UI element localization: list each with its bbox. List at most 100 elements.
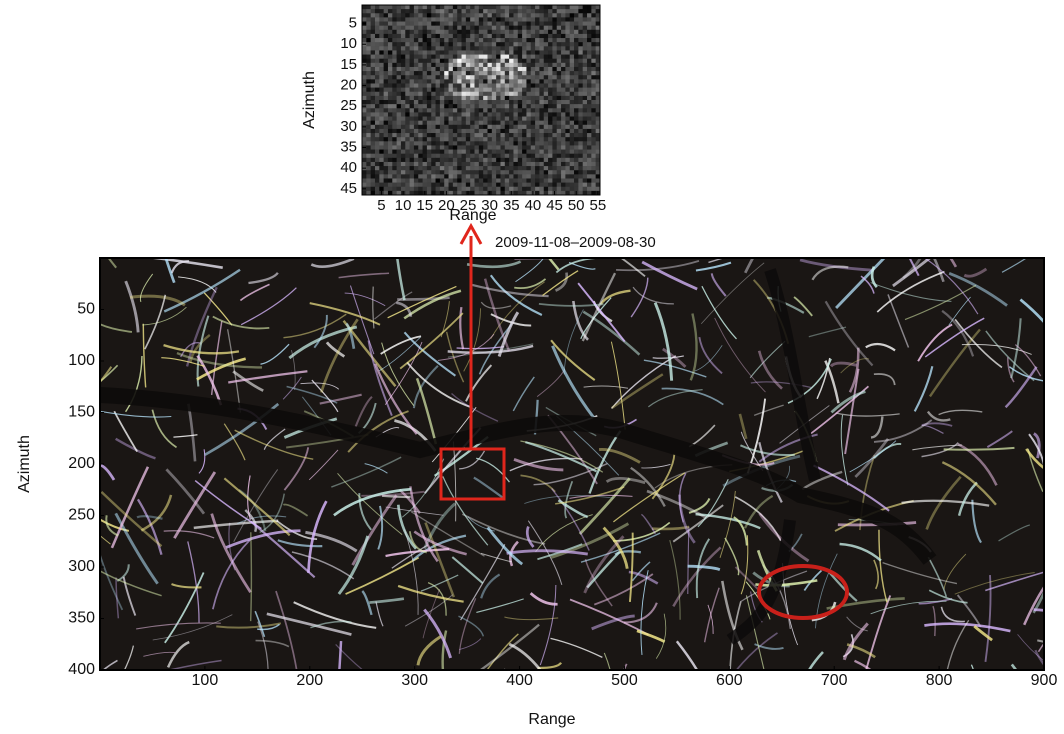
image-pixel <box>414 125 419 129</box>
image-pixel <box>574 187 579 191</box>
image-pixel <box>496 166 501 170</box>
image-pixel <box>500 187 505 191</box>
image-pixel <box>505 5 510 9</box>
image-pixel <box>565 83 570 87</box>
image-pixel <box>388 141 393 145</box>
image-pixel <box>509 34 514 38</box>
image-pixel <box>574 145 579 149</box>
image-pixel <box>526 63 531 67</box>
image-pixel <box>548 46 553 50</box>
image-pixel <box>379 150 384 154</box>
image-pixel <box>388 46 393 50</box>
image-pixel <box>583 104 588 108</box>
image-pixel <box>500 121 505 125</box>
image-pixel <box>535 75 540 79</box>
image-pixel <box>544 112 549 116</box>
image-pixel <box>462 5 467 9</box>
image-pixel <box>561 55 566 59</box>
image-pixel <box>483 129 488 133</box>
image-pixel <box>565 22 570 26</box>
image-pixel <box>548 133 553 137</box>
image-pixel <box>384 96 389 100</box>
image-pixel <box>427 34 432 38</box>
image-pixel <box>453 145 458 149</box>
image-pixel <box>544 34 549 38</box>
image-pixel <box>397 129 402 133</box>
image-pixel <box>591 63 596 67</box>
image-pixel <box>483 108 488 112</box>
image-pixel <box>366 187 371 191</box>
image-pixel <box>518 30 523 34</box>
image-pixel <box>578 96 583 100</box>
image-pixel <box>362 67 367 71</box>
image-pixel <box>457 38 462 42</box>
image-pixel <box>449 63 454 67</box>
image-pixel <box>522 67 527 71</box>
image-pixel <box>449 46 454 50</box>
image-pixel <box>513 178 518 182</box>
image-pixel <box>565 100 570 104</box>
image-pixel <box>440 22 445 26</box>
image-pixel <box>414 34 419 38</box>
image-pixel <box>479 26 484 30</box>
image-pixel <box>462 166 467 170</box>
image-pixel <box>548 22 553 26</box>
image-pixel <box>505 42 510 46</box>
image-pixel <box>496 5 501 9</box>
image-pixel <box>431 59 436 63</box>
image-pixel <box>388 26 393 30</box>
x-tick-label: 5 <box>377 197 385 214</box>
image-pixel <box>578 55 583 59</box>
image-pixel <box>561 22 566 26</box>
image-pixel <box>531 83 536 87</box>
image-pixel <box>587 71 592 75</box>
image-pixel <box>583 154 588 158</box>
image-pixel <box>436 13 441 17</box>
image-pixel <box>505 141 510 145</box>
image-pixel <box>487 145 492 149</box>
image-pixel <box>362 13 367 17</box>
image-pixel <box>392 183 397 187</box>
image-pixel <box>487 38 492 42</box>
image-pixel <box>578 5 583 9</box>
image-pixel <box>475 150 480 154</box>
image-pixel <box>362 26 367 30</box>
image-pixel <box>578 17 583 21</box>
image-pixel <box>509 104 514 108</box>
image-pixel <box>470 96 475 100</box>
image-pixel <box>401 46 406 50</box>
image-pixel <box>570 100 575 104</box>
image-pixel <box>388 117 393 121</box>
image-pixel <box>583 162 588 166</box>
image-pixel <box>462 38 467 42</box>
image-pixel <box>565 92 570 96</box>
image-pixel <box>449 187 454 191</box>
image-pixel <box>565 26 570 30</box>
image-pixel <box>483 13 488 17</box>
y-tick-label: 40 <box>340 159 357 176</box>
image-pixel <box>505 104 510 108</box>
image-pixel <box>475 26 480 30</box>
image-pixel <box>552 170 557 174</box>
image-pixel <box>578 170 583 174</box>
image-pixel <box>414 59 419 63</box>
image-pixel <box>453 137 458 141</box>
image-pixel <box>362 158 367 162</box>
image-pixel <box>401 5 406 9</box>
image-pixel <box>583 71 588 75</box>
image-pixel <box>405 150 410 154</box>
image-pixel <box>362 170 367 174</box>
image-pixel <box>375 42 380 46</box>
image-pixel <box>487 5 492 9</box>
image-pixel <box>405 137 410 141</box>
image-pixel <box>531 145 536 149</box>
image-pixel <box>397 150 402 154</box>
image-pixel <box>444 108 449 112</box>
image-pixel <box>526 125 531 129</box>
image-pixel <box>423 104 428 108</box>
image-pixel <box>366 42 371 46</box>
image-pixel <box>557 112 562 116</box>
image-pixel <box>475 75 480 79</box>
image-pixel <box>431 88 436 92</box>
image-pixel <box>552 83 557 87</box>
